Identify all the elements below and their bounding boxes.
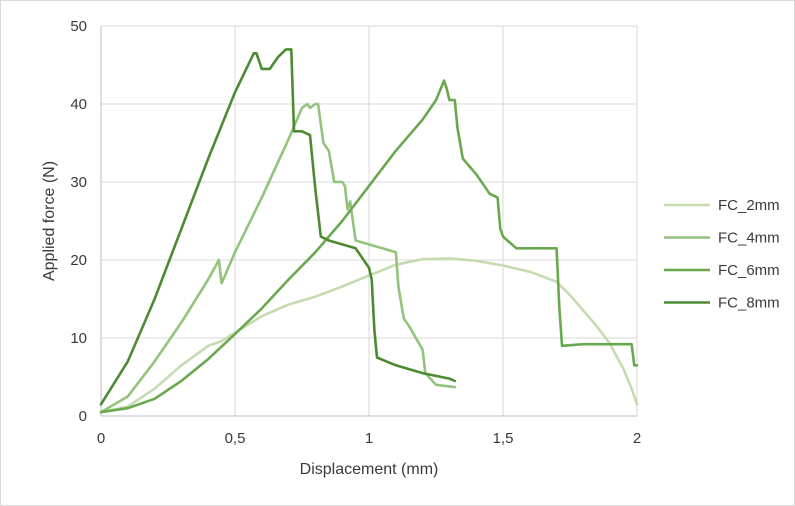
tick-labels: 0 10 20 30 40 50 0 0,5 1 1,5 2 xyxy=(70,18,641,447)
y-tick-label: 20 xyxy=(70,252,87,269)
y-tick-label: 10 xyxy=(70,330,87,347)
y-tick-label: 0 xyxy=(79,408,87,425)
y-axis-title: Applied force (N) xyxy=(41,161,58,281)
legend-label: FC_6mm xyxy=(718,262,780,279)
legend-label: FC_4mm xyxy=(718,230,780,247)
y-tick-label: 40 xyxy=(70,96,87,113)
x-tick-label: 0 xyxy=(97,430,105,447)
series-line-fc-4mm xyxy=(99,102,457,414)
x-tick-label: 0,5 xyxy=(225,430,246,447)
legend-label: FC_8mm xyxy=(718,295,780,312)
x-tick-label: 1,5 xyxy=(493,430,514,447)
y-tick-label: 30 xyxy=(70,174,87,191)
axes xyxy=(100,26,637,417)
y-tick-label: 50 xyxy=(70,18,87,35)
series-line-fc-8mm xyxy=(99,48,457,406)
series-lines xyxy=(99,48,639,414)
legend: FC_2mm FC_4mm FC_6mm FC_8mm xyxy=(664,197,780,312)
x-tick-label: 1 xyxy=(365,430,373,447)
x-axis-title: Displacement (mm) xyxy=(300,461,439,478)
legend-label: FC_2mm xyxy=(718,197,780,214)
x-tick-label: 2 xyxy=(633,430,641,447)
series-line-fc-2mm xyxy=(99,257,639,414)
series-line-fc-6mm xyxy=(99,79,639,414)
